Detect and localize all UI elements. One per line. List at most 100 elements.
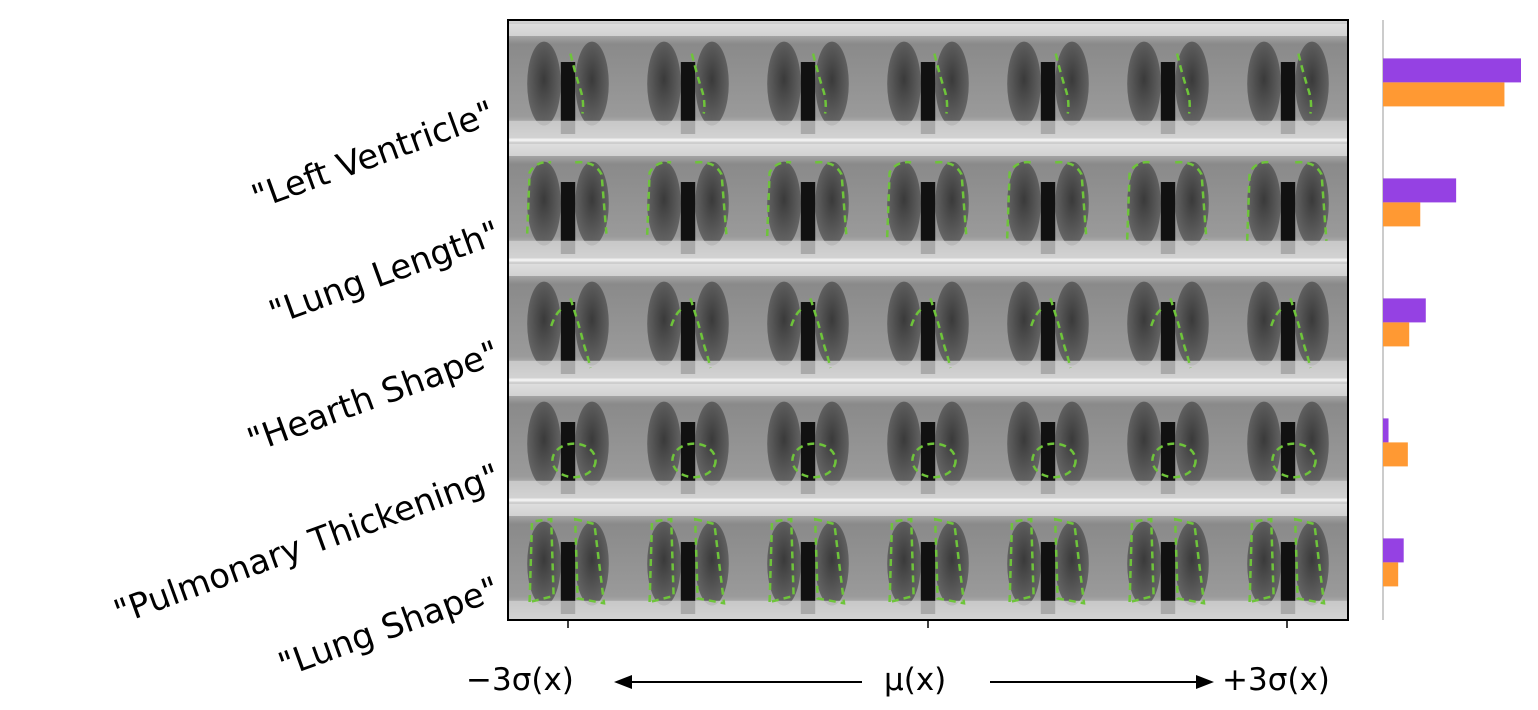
- contour-lung-shape-right: [1293, 517, 1326, 605]
- xray-lung-left: [1127, 521, 1161, 606]
- xray-mediastinum: [1280, 302, 1296, 374]
- xray-shoulder: [748, 144, 868, 156]
- contour-lung-length-right: [1295, 160, 1328, 241]
- xray-cell: [868, 140, 988, 260]
- xray-diaphragm: [988, 120, 1108, 140]
- contour-lung-shape-right: [693, 517, 726, 605]
- xray-shoulder: [628, 384, 748, 396]
- xray-diaphragm: [748, 600, 868, 620]
- xray-diaphragm: [748, 240, 868, 260]
- xray-lung-left: [527, 41, 561, 126]
- xray-shoulder: [1108, 384, 1228, 396]
- xray-shoulder: [1228, 144, 1348, 156]
- xray-diaphragm: [1228, 120, 1348, 140]
- xray-shoulder: [868, 24, 988, 36]
- xray-shoulder: [748, 504, 868, 516]
- xray-mediastinum: [680, 542, 696, 614]
- xray-lung-left: [887, 41, 921, 126]
- xray-diaphragm: [1228, 360, 1348, 380]
- contour-left-ventricle: [690, 53, 706, 114]
- xray-lung-left: [1247, 281, 1281, 366]
- xray-lung-right: [1175, 161, 1209, 246]
- x-label-plus-3sigma: +3σ(x): [1222, 662, 1330, 698]
- xray-cell: [628, 380, 748, 500]
- xray-cell: [748, 20, 868, 140]
- xray-lung-right: [935, 41, 969, 126]
- xray-mediastinum: [800, 542, 816, 614]
- xray-lung-left: [1007, 401, 1041, 486]
- xray-cell: [1108, 20, 1228, 140]
- xray-lung-right: [575, 521, 609, 606]
- xray-cell: [868, 500, 988, 620]
- xray-cell: [1228, 380, 1348, 500]
- bar-orange: [1383, 202, 1421, 227]
- contour-heart-left: [910, 308, 923, 327]
- contour-pulmonary-thickening: [791, 442, 837, 479]
- xray-mediastinum: [1160, 542, 1176, 614]
- xray-lung-right: [695, 401, 729, 486]
- xray-lung-right: [1175, 521, 1209, 606]
- xray-lung-left: [767, 161, 801, 246]
- xray-diaphragm: [988, 480, 1108, 500]
- xray-shoulder: [1228, 264, 1348, 276]
- bar-orange: [1383, 82, 1505, 107]
- contour-lung-length-right: [695, 160, 728, 235]
- xray-mediastinum: [1280, 542, 1296, 614]
- xray-lung-left: [527, 401, 561, 486]
- xray-mediastinum: [800, 62, 816, 134]
- contour-left-ventricle: [1054, 53, 1070, 114]
- xray-lung-left: [647, 161, 681, 246]
- contour-lung-shape-right: [1173, 517, 1206, 605]
- contour-heart-left: [550, 308, 563, 327]
- xray-diaphragm: [868, 600, 988, 620]
- contour-heart-left: [670, 308, 683, 327]
- xray-lung-right: [935, 521, 969, 606]
- xray-cell: [628, 140, 748, 260]
- xray-lung-right: [815, 161, 849, 246]
- xray-shoulder: [748, 384, 868, 396]
- contour-pulmonary-thickening: [1151, 442, 1197, 479]
- xray-lung-left: [527, 161, 561, 246]
- xray-lung-right: [1295, 521, 1329, 606]
- contour-pulmonary-thickening: [671, 442, 717, 479]
- xray-lung-right: [935, 401, 969, 486]
- xray-lung-right: [1295, 281, 1329, 366]
- xray-cell: [988, 140, 1108, 260]
- xray-mediastinum: [1160, 182, 1176, 254]
- contour-lung-shape-left: [1248, 517, 1275, 604]
- xray-cell: [988, 20, 1108, 140]
- contour-pulmonary-thickening: [911, 442, 957, 479]
- bar-purple: [1383, 178, 1457, 203]
- xray-lung-right: [1175, 281, 1209, 366]
- xray-cell: [988, 500, 1108, 620]
- xray-diaphragm: [748, 480, 868, 500]
- contour-lung-length-left: [765, 160, 792, 237]
- xray-lung-left: [1007, 521, 1041, 606]
- xray-cell: [1228, 500, 1348, 620]
- contour-left-ventricle: [1175, 53, 1191, 114]
- contour-lung-shape-left: [888, 517, 915, 604]
- xray-shoulder: [1108, 144, 1228, 156]
- xray-shoulder: [628, 144, 748, 156]
- contour-lung-length-right: [935, 160, 968, 238]
- xray-mediastinum: [800, 182, 816, 254]
- xray-lung-right: [815, 41, 849, 126]
- xray-diaphragm: [1228, 480, 1348, 500]
- xray-cell: [1108, 500, 1228, 620]
- xray-diaphragm: [508, 600, 628, 620]
- xray-cell: [508, 140, 628, 260]
- xray-lung-right: [1055, 401, 1089, 486]
- xray-lung-left: [1127, 401, 1161, 486]
- xray-diaphragm: [748, 120, 868, 140]
- xray-shoulder: [988, 384, 1108, 396]
- xray-lung-left: [527, 281, 561, 366]
- xray-diaphragm: [628, 360, 748, 380]
- contour-heart-right: [929, 298, 952, 369]
- xray-lung-right: [935, 281, 969, 366]
- xray-cell: [628, 20, 748, 140]
- xray-lung-right: [695, 281, 729, 366]
- contour-pulmonary-thickening: [551, 442, 597, 479]
- xray-mediastinum: [800, 302, 816, 374]
- xray-mediastinum: [560, 542, 576, 614]
